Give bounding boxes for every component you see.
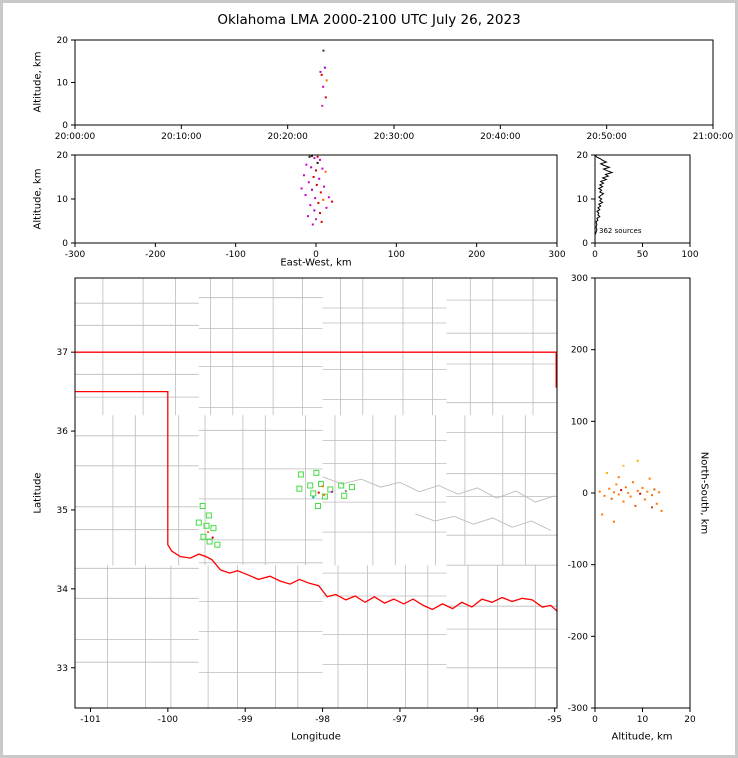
- svg-text:20:10:00: 20:10:00: [161, 132, 202, 142]
- svg-text:-200: -200: [145, 250, 166, 260]
- svg-text:0: 0: [592, 250, 598, 260]
- flash-square: [214, 541, 221, 548]
- figure-title: Oklahoma LMA 2000-2100 UTC July 26, 2023: [217, 12, 521, 28]
- svg-text:34: 34: [57, 585, 69, 595]
- svg-text:20: 20: [577, 151, 589, 161]
- svg-text:100: 100: [681, 250, 698, 260]
- svg-text:10: 10: [577, 195, 589, 205]
- flash-square: [318, 480, 325, 487]
- svg-text:33: 33: [57, 664, 68, 674]
- axis-label-latitude: Latitude: [32, 472, 44, 514]
- svg-text:-100: -100: [225, 250, 246, 260]
- svg-text:20:40:00: 20:40:00: [480, 132, 521, 142]
- svg-text:21:00:00: 21:00:00: [693, 132, 734, 142]
- svg-text:10: 10: [57, 195, 69, 205]
- axis-label-east-west: East-West, km: [280, 257, 352, 269]
- svg-text:20: 20: [57, 151, 69, 161]
- svg-text:10: 10: [57, 79, 69, 89]
- svg-text:20:00:00: 20:00:00: [55, 132, 96, 142]
- flash-square: [310, 490, 317, 497]
- axis-label-altitude-ew-panel: Altitude, km: [32, 168, 44, 230]
- flash-square: [296, 485, 303, 492]
- svg-text:-300: -300: [568, 704, 589, 714]
- flash-square: [203, 522, 210, 529]
- time-altitude-panel: 20:00:00 20:10:00 20:20:00 20:30:00 20:40:00…: [55, 36, 734, 142]
- svg-text:36: 36: [57, 427, 69, 437]
- svg-text:200: 200: [571, 346, 588, 356]
- axis-label-altitude-time-panel: Altitude, km: [32, 51, 44, 113]
- ns-altitude-panel: 0 10 20 -300 -200 -100 0 100 200 300: [568, 274, 696, 725]
- svg-text:-95: -95: [547, 715, 562, 725]
- svg-text:-99: -99: [238, 715, 253, 725]
- axis-label-north-south: North-South, km: [698, 451, 710, 535]
- svg-text:100: 100: [388, 250, 405, 260]
- flash-square: [327, 486, 334, 493]
- alt-histogram-panel: 0 50 100 0 10 20: [577, 151, 699, 260]
- svg-text:0: 0: [582, 489, 588, 499]
- flash-square: [195, 519, 202, 526]
- svg-text:0: 0: [582, 239, 588, 249]
- svg-text:0: 0: [313, 250, 319, 260]
- svg-text:-101: -101: [80, 715, 100, 725]
- svg-text:-100: -100: [568, 561, 589, 571]
- svg-text:50: 50: [637, 250, 649, 260]
- svg-text:20:30:00: 20:30:00: [374, 132, 415, 142]
- flash-square: [341, 492, 348, 499]
- svg-text:300: 300: [571, 274, 588, 284]
- svg-text:20: 20: [684, 715, 696, 725]
- flash-square: [205, 512, 212, 519]
- map-panel: -101 -100 -99 -98 -97 -96 -95 33 34 35 36 37: [57, 277, 562, 725]
- svg-text:20: 20: [57, 36, 69, 46]
- svg-text:20:20:00: 20:20:00: [267, 132, 308, 142]
- flash-square: [348, 484, 355, 491]
- svg-text:200: 200: [468, 250, 485, 260]
- svg-text:0: 0: [62, 121, 68, 131]
- svg-text:37: 37: [57, 348, 68, 358]
- flash-square: [199, 503, 206, 510]
- sources-count-annotation: 362 sources: [599, 227, 642, 235]
- flash-square: [210, 525, 217, 532]
- flash-square: [200, 533, 207, 540]
- axis-label-altitude-ns-panel: Altitude, km: [611, 731, 673, 743]
- flash-square: [297, 471, 304, 478]
- svg-text:10: 10: [637, 715, 649, 725]
- svg-text:-100: -100: [158, 715, 179, 725]
- svg-text:-96: -96: [470, 715, 485, 725]
- ew-altitude-panel: -300 -200 -100 0 100 200 300 0 10 20: [57, 151, 566, 260]
- flash-square: [206, 538, 213, 545]
- svg-text:0: 0: [62, 239, 68, 249]
- flash-square: [314, 503, 321, 510]
- flash-square: [313, 469, 320, 476]
- svg-text:35: 35: [57, 506, 68, 516]
- svg-text:0: 0: [592, 715, 598, 725]
- axis-label-longitude: Longitude: [291, 731, 341, 743]
- svg-text:-300: -300: [65, 250, 86, 260]
- svg-text:-97: -97: [393, 715, 408, 725]
- svg-text:100: 100: [571, 417, 588, 427]
- flash-square: [307, 482, 314, 489]
- svg-text:-200: -200: [568, 632, 589, 642]
- svg-text:300: 300: [548, 250, 565, 260]
- svg-text:-98: -98: [315, 715, 330, 725]
- flash-square: [338, 482, 345, 489]
- svg-text:20:50:00: 20:50:00: [586, 132, 627, 142]
